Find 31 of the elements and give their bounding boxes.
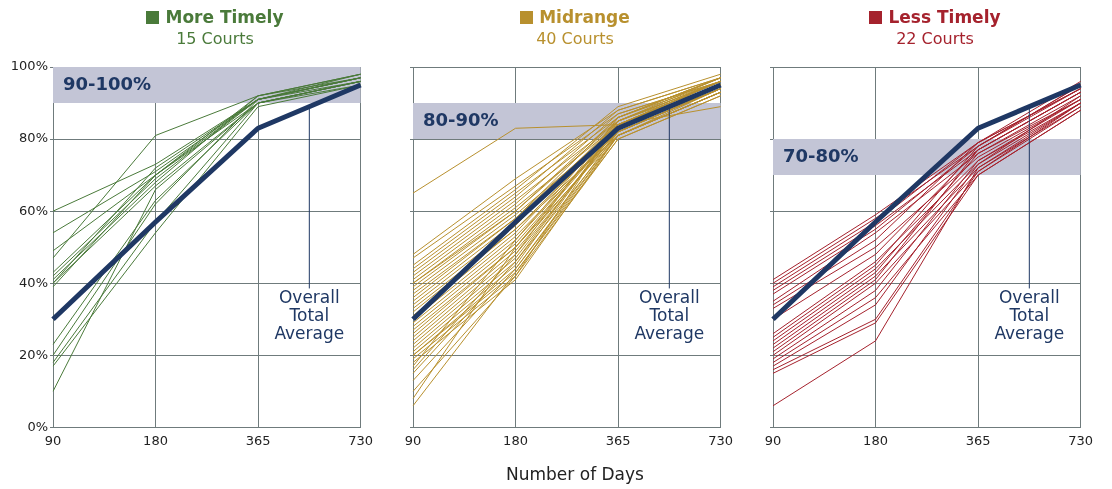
x-tick-label: 365 (245, 432, 271, 448)
x-tick-label: 730 (1068, 432, 1094, 448)
y-tick-label: 20% (19, 346, 48, 362)
annotation: Overall Total Average (634, 287, 705, 344)
y-tick-label: 40% (19, 274, 48, 290)
x-tick-label: 90 (44, 432, 62, 448)
x-tick-label: 180 (503, 432, 528, 448)
y-tick-label: 0% (27, 418, 48, 434)
x-tick-label: 365 (965, 432, 991, 448)
annotation: Overall Total Average (274, 287, 345, 344)
band-label: 80-90% (423, 108, 499, 130)
x-tick-label: 90 (404, 432, 422, 448)
chart-title: More Timely (165, 7, 284, 27)
y-tick-label: 80% (19, 130, 48, 146)
x-tick-label: 90 (764, 432, 782, 448)
y-tick-label: 60% (19, 202, 48, 218)
chart-title: Less Timely (888, 7, 1001, 27)
y-tick-label: 100% (10, 58, 48, 74)
x-tick-label: 180 (143, 432, 168, 448)
chart-title: Midrange (539, 7, 630, 27)
band-label: 90-100% (63, 72, 152, 94)
x-tick-label: 730 (348, 432, 374, 448)
x-tick-label: 365 (605, 432, 631, 448)
annotation: Overall Total Average (994, 287, 1065, 344)
chart-subtitle: 40 Courts (535, 28, 615, 50)
x-axis-title: Number of Days (505, 464, 645, 484)
x-tick-label: 180 (863, 432, 888, 448)
chart-subtitle: 22 Courts (895, 28, 975, 50)
chart-subtitle: 15 Courts (175, 28, 255, 50)
x-tick-label: 730 (708, 432, 734, 448)
band-label: 70-80% (783, 144, 859, 166)
